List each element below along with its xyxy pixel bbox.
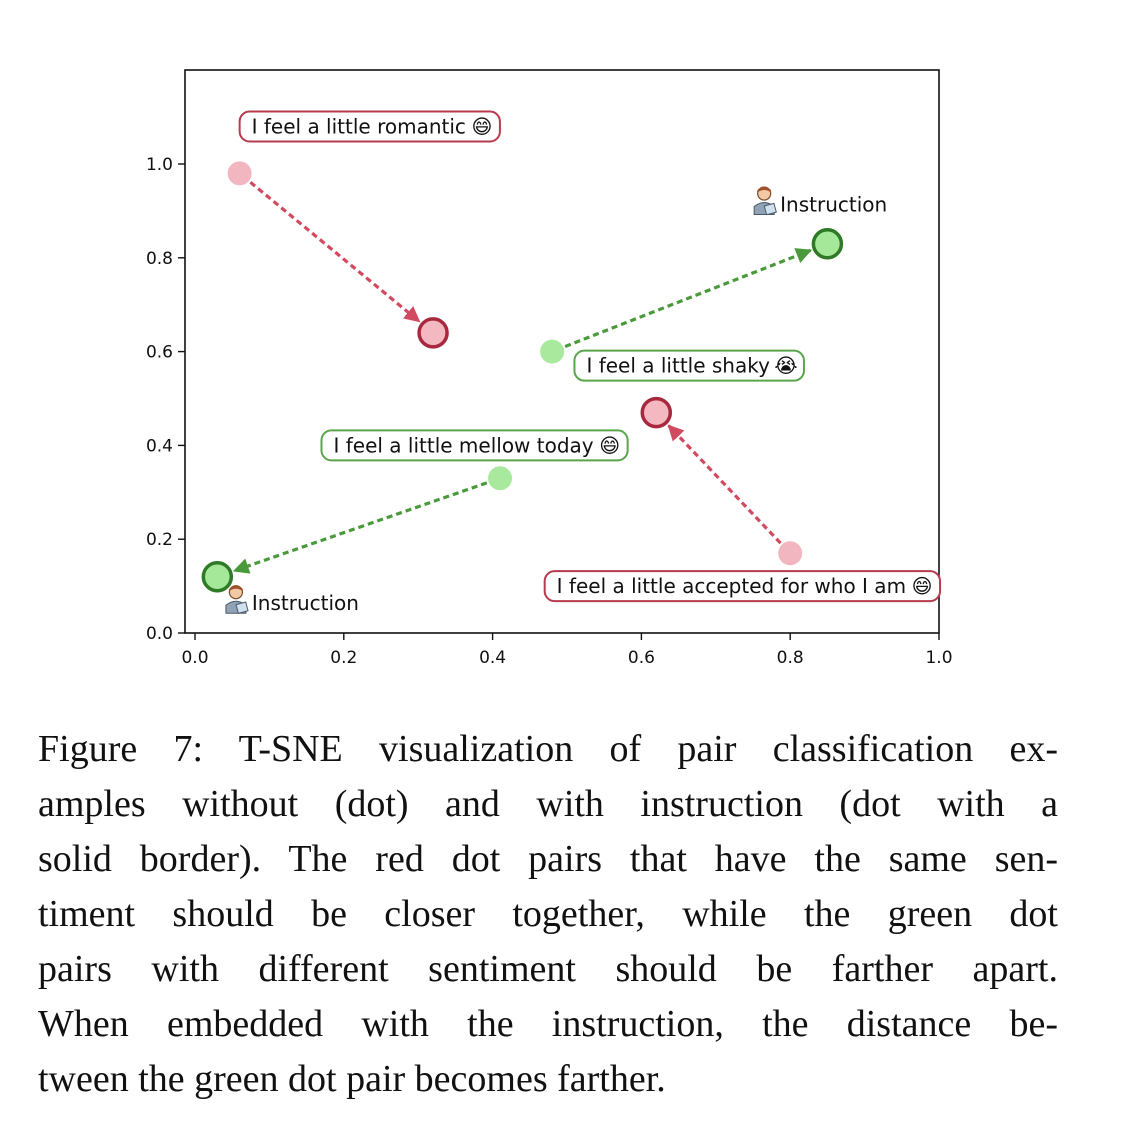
caption-line: pairs with different sentiment should be…: [38, 948, 1058, 990]
red-plain-point: [227, 161, 252, 186]
annotation-box: [573, 349, 805, 382]
tsne-figure: 0.0 0.2 0.4 0.6 0.8 1.0 0.0 0.2 0.4 0.6 0.8 1.0 I fe…: [146, 69, 953, 668]
annotation-box: [320, 429, 629, 462]
emoji-icon: 😄: [599, 433, 620, 457]
annotation-box: [543, 570, 942, 603]
caption-line: solid border). The red dot pairs that ha…: [38, 838, 1058, 880]
y-tick-label: 0.0: [146, 624, 173, 644]
x-tick-label: 0.8: [777, 648, 804, 668]
instruction-text: Instruction: [780, 193, 887, 217]
emoji-icon: 😭: [774, 354, 797, 378]
green-arrow: [564, 248, 813, 348]
y-tick-label: 0.4: [146, 436, 173, 456]
annotation-mellow: I feel a little mellow today 😄: [320, 429, 629, 462]
red-instruction-point: [640, 396, 673, 429]
annotation-text: I feel a little romantic: [252, 114, 466, 138]
annotation-text: I feel a little shaky: [586, 354, 770, 378]
y-tick-label: 0.8: [146, 249, 173, 269]
caption-line: tween the green dot pair becomes farther…: [38, 1058, 666, 1100]
green-arrow: [232, 481, 488, 574]
person-icon: [225, 585, 249, 614]
instruction-label-instr-bottom: Instruction: [225, 585, 359, 615]
red-plain-point: [778, 541, 803, 566]
y-tick-label: 0.6: [146, 343, 173, 363]
x-tick-label: 1.0: [925, 648, 952, 668]
tsne-chart: 0.0 0.2 0.4 0.6 0.8 1.0 0.0 0.2 0.4 0.6 0.8 1.0 I fe…: [146, 69, 953, 668]
person-icon: [753, 186, 777, 216]
annotation-romantic: I feel a little romantic 😄: [238, 110, 501, 143]
x-tick-label: 0.6: [628, 648, 655, 668]
green-instruction-point: [201, 560, 234, 593]
annotation-text: I feel a little mellow today: [333, 433, 593, 457]
caption-line: When embedded with the instruction, the …: [38, 1003, 1058, 1045]
figure-caption: Figure 7: T-SNE visualization of pair cl…: [38, 722, 1058, 1107]
emoji-icon: 😄: [912, 574, 933, 598]
annotation-text: I feel a little accepted for who I am: [557, 574, 906, 598]
caption-line: amples without (dot) and with instructio…: [38, 783, 1058, 825]
instruction-label-instr-top: Instruction: [753, 186, 887, 217]
x-tick-label: 0.4: [479, 648, 506, 668]
green-plain-point: [488, 466, 513, 491]
green-plain-point: [540, 339, 565, 364]
emoji-icon: 😄: [471, 114, 492, 138]
x-tick-label: 0.0: [181, 648, 208, 668]
caption-line: Figure 7: T-SNE visualization of pair cl…: [38, 728, 1058, 770]
red-instruction-point: [417, 317, 449, 349]
green-instruction-point: [811, 227, 844, 260]
y-tick-label: 0.2: [146, 530, 173, 550]
red-arrow: [249, 181, 421, 323]
y-tick-label: 1.0: [146, 155, 173, 175]
red-arrow: [667, 424, 782, 545]
x-tick-label: 0.2: [330, 648, 357, 668]
annotation-shaky: I feel a little shaky 😭: [573, 349, 805, 382]
annotation-box: [238, 110, 501, 143]
annotation-accepted: I feel a little accepted for who I am 😄: [543, 570, 942, 603]
instruction-text: Instruction: [252, 591, 359, 615]
caption-line: timent should be closer together, while …: [38, 893, 1058, 935]
